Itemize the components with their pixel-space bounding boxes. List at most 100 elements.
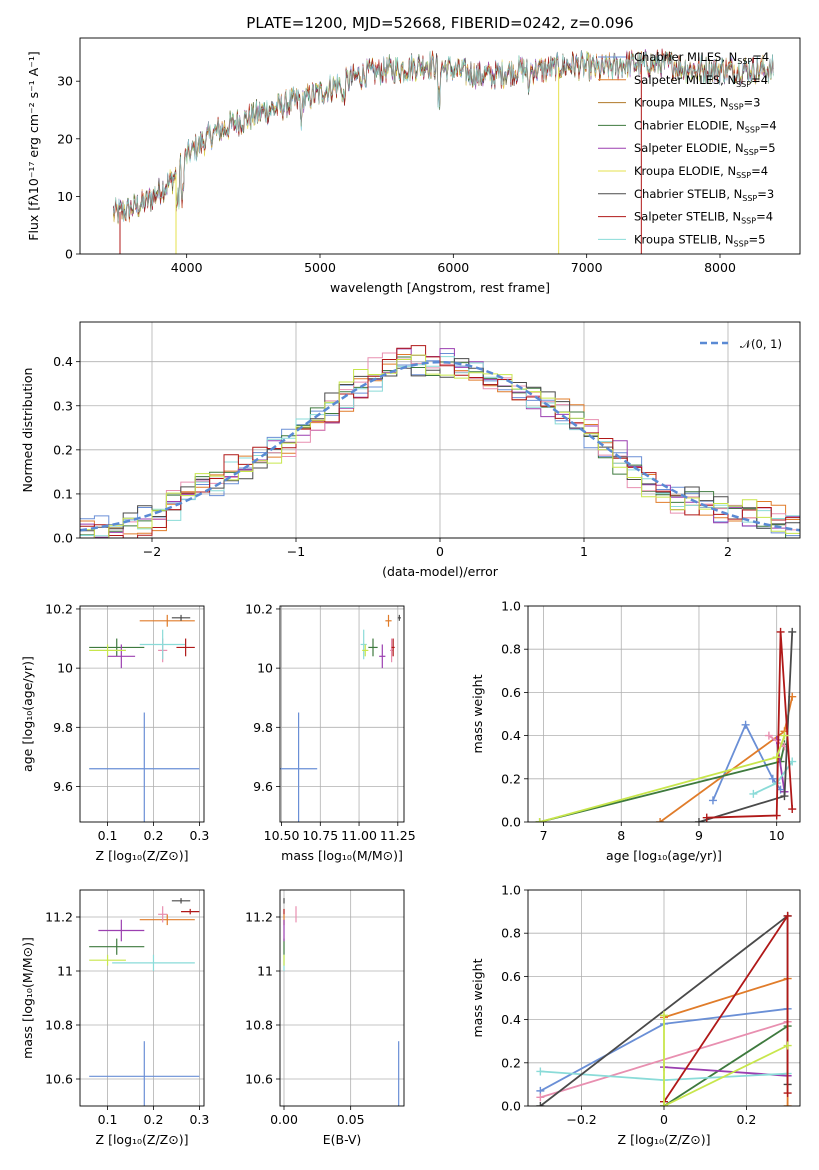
y-tick-label: 0.4 xyxy=(501,1012,521,1027)
errorbar-point xyxy=(379,644,386,669)
legend-subscript: SSP xyxy=(729,103,744,112)
errorbar-point xyxy=(385,614,392,627)
legend-label: Kroupa ELODIE, NSSP=4 xyxy=(634,164,768,180)
x-tick-label: 0.1 xyxy=(98,828,118,843)
y-tick-label: 20 xyxy=(57,131,73,146)
legend-tail: =4 xyxy=(752,50,769,64)
legend-subscript: SSP xyxy=(737,57,752,66)
errorbar-point xyxy=(280,712,318,822)
weight-marker xyxy=(708,796,717,805)
residual-legend: 𝒩(0, 1) xyxy=(700,337,782,351)
x-axis-label: Z [log₁₀(Z/Z⊙)] xyxy=(96,848,189,863)
axes-frame xyxy=(279,605,405,823)
histogram-step xyxy=(80,352,800,538)
plot-area xyxy=(89,898,200,1106)
errorbar-point xyxy=(360,629,367,660)
x-axis-label: E(B-V) xyxy=(323,1132,362,1147)
x-tick-label: 0.3 xyxy=(189,1112,209,1127)
axes-mass-vs-EBV: 0.00 0.05 10.6 10.8 11 11.2 E(B-V) xyxy=(245,889,405,1147)
errorbar-point xyxy=(171,614,191,621)
axes-frame xyxy=(279,889,405,1107)
y-tick-label: 0.2 xyxy=(53,442,73,457)
y-tick-label: 11.2 xyxy=(45,910,73,925)
y-tick-label: 0 xyxy=(65,247,73,262)
x-tick-label: 11.00 xyxy=(341,828,377,843)
spectrum-legend: Chabrier MILES, NSSP=4 Salpeter MILES, NS… xyxy=(598,50,777,248)
x-axis-label: Z [log₁₀(Z/Z⊙)] xyxy=(96,1132,189,1147)
weight-marker xyxy=(776,627,785,636)
axes-frame xyxy=(79,605,205,823)
weight-line xyxy=(706,631,794,819)
y-tick-label: 9.6 xyxy=(253,779,273,794)
errorbar-point xyxy=(89,644,126,657)
weight-marker xyxy=(780,731,789,740)
weight-marker xyxy=(788,805,797,814)
axes-frame xyxy=(79,889,205,1107)
y-tick-label: 0.0 xyxy=(501,815,521,830)
weight-marker xyxy=(536,1102,545,1106)
legend-tail: =4 xyxy=(756,210,773,224)
errorbar-point xyxy=(89,954,126,966)
x-tick-label: 10.75 xyxy=(302,828,338,843)
errorbar-point xyxy=(139,629,186,660)
plot-area xyxy=(89,614,200,822)
legend-label: 𝒩(0, 1) xyxy=(740,337,782,351)
errorbar-point xyxy=(89,1041,200,1106)
y-tick-label: 10.2 xyxy=(45,601,73,616)
legend-label: Kroupa MILES, NSSP=3 xyxy=(634,96,760,112)
errorbar-point xyxy=(98,919,145,942)
legend-tail: =4 xyxy=(751,73,768,87)
y-tick-label: 30 xyxy=(57,74,73,89)
weight-line xyxy=(663,1015,788,1106)
x-tick-label: 4000 xyxy=(171,260,203,275)
weight-marker xyxy=(772,811,781,820)
y-tick-label: 10 xyxy=(57,189,73,204)
legend-tail: =5 xyxy=(759,141,776,155)
weight-marker xyxy=(702,813,711,822)
x-tick-label: 9 xyxy=(695,828,703,843)
axes-mass-weight-vs-age: 7 8 9 10 0.0 0.2 0.4 0.6 0.8 1.0 age [log₁₀(age/yr… xyxy=(470,599,801,863)
y-tick-label: 0.2 xyxy=(501,1055,521,1070)
spectrum-line xyxy=(113,50,774,222)
y-tick-label: 0.4 xyxy=(53,354,73,369)
y-axis-label: age [log₁₀(age/yr)] xyxy=(20,656,35,772)
plot-area xyxy=(113,48,774,254)
plot-area xyxy=(280,614,401,822)
errorbar-point xyxy=(368,638,378,657)
x-tick-label: −0.2 xyxy=(566,1112,596,1127)
x-tick-label: 10 xyxy=(769,828,785,843)
y-axis-label: mass weight xyxy=(470,674,485,753)
y-tick-label: 11.2 xyxy=(245,910,273,925)
legend-tail: =3 xyxy=(744,96,761,110)
x-tick-label: 0 xyxy=(660,1112,668,1127)
errorbar-point xyxy=(107,644,136,669)
axes-spectrum: 4000 5000 6000 7000 8000 0 10 20 30 wavelength [A… xyxy=(26,37,801,295)
legend-label: Chabrier ELODIE, NSSP=4 xyxy=(634,118,777,134)
y-tick-label: 0.0 xyxy=(53,531,73,546)
y-tick-label: 10 xyxy=(57,661,73,676)
errorbar-point xyxy=(89,712,200,822)
errorbar-point xyxy=(181,908,200,915)
plot-area xyxy=(536,911,792,1106)
figure-title: PLATE=1200, MJD=52668, FIBERID=0242, z=0… xyxy=(246,14,633,32)
y-tick-label: 1.0 xyxy=(501,883,521,898)
errorbar-point xyxy=(139,614,195,627)
axes-age-vs-Z: 0.1 0.2 0.3 9.6 9.8 10 10.2 Z [log₁₀(Z/Z⊙)] age … xyxy=(20,601,209,863)
gaussian-curve xyxy=(80,360,800,532)
errorbar-point xyxy=(139,914,195,926)
weight-marker xyxy=(749,789,758,798)
legend-tail: =4 xyxy=(751,164,768,178)
legend-label: Salpeter MILES, NSSP=4 xyxy=(634,73,768,89)
weight-marker xyxy=(768,774,777,783)
weight-marker xyxy=(741,720,750,729)
x-tick-label: 8 xyxy=(617,828,625,843)
weight-marker xyxy=(660,1102,668,1106)
x-tick-label: 0 xyxy=(436,544,444,559)
errorbar-point xyxy=(397,614,401,621)
axes-age-vs-mass: 10.50 10.75 11.00 11.25 9.6 9.8 10 10.2 mass [lo… xyxy=(245,601,416,863)
y-axis-label: Flux [fλ10⁻¹⁷ erg cm⁻² s⁻¹ A⁻¹] xyxy=(26,51,41,240)
y-tick-label: 9.6 xyxy=(53,779,73,794)
x-tick-label: −2 xyxy=(143,544,161,559)
